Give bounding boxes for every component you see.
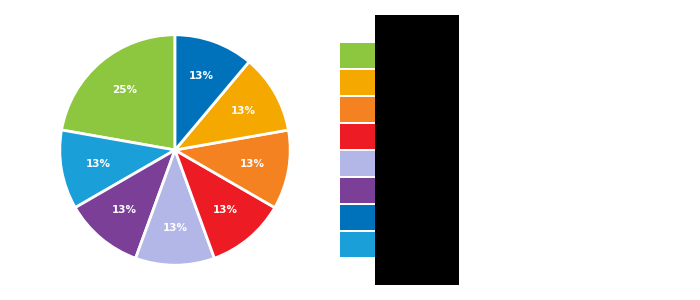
Wedge shape <box>136 150 214 265</box>
Text: 13%: 13% <box>239 159 265 169</box>
Text: Philippines: Philippines <box>384 50 437 61</box>
Wedge shape <box>62 35 175 150</box>
Text: Myanmar: Myanmar <box>384 158 430 169</box>
Text: 13%: 13% <box>213 205 238 215</box>
Text: Malaysia: Malaysia <box>384 104 426 115</box>
Text: 13%: 13% <box>189 71 214 81</box>
Text: Laos PDR: Laos PDR <box>384 185 430 196</box>
Text: 25%: 25% <box>112 85 137 95</box>
Text: Cambodia: Cambodia <box>384 212 433 223</box>
Text: South Korea: South Korea <box>384 131 442 142</box>
Text: Japan: Japan <box>384 77 411 88</box>
Text: 13%: 13% <box>162 223 188 233</box>
Wedge shape <box>175 150 275 258</box>
Text: 13%: 13% <box>112 205 137 215</box>
Wedge shape <box>75 150 175 258</box>
Wedge shape <box>175 130 290 208</box>
Text: 13%: 13% <box>85 159 111 169</box>
Text: 13%: 13% <box>230 106 256 116</box>
Wedge shape <box>175 35 249 150</box>
Wedge shape <box>60 130 175 208</box>
Text: China: China <box>384 239 412 250</box>
Wedge shape <box>175 62 288 150</box>
